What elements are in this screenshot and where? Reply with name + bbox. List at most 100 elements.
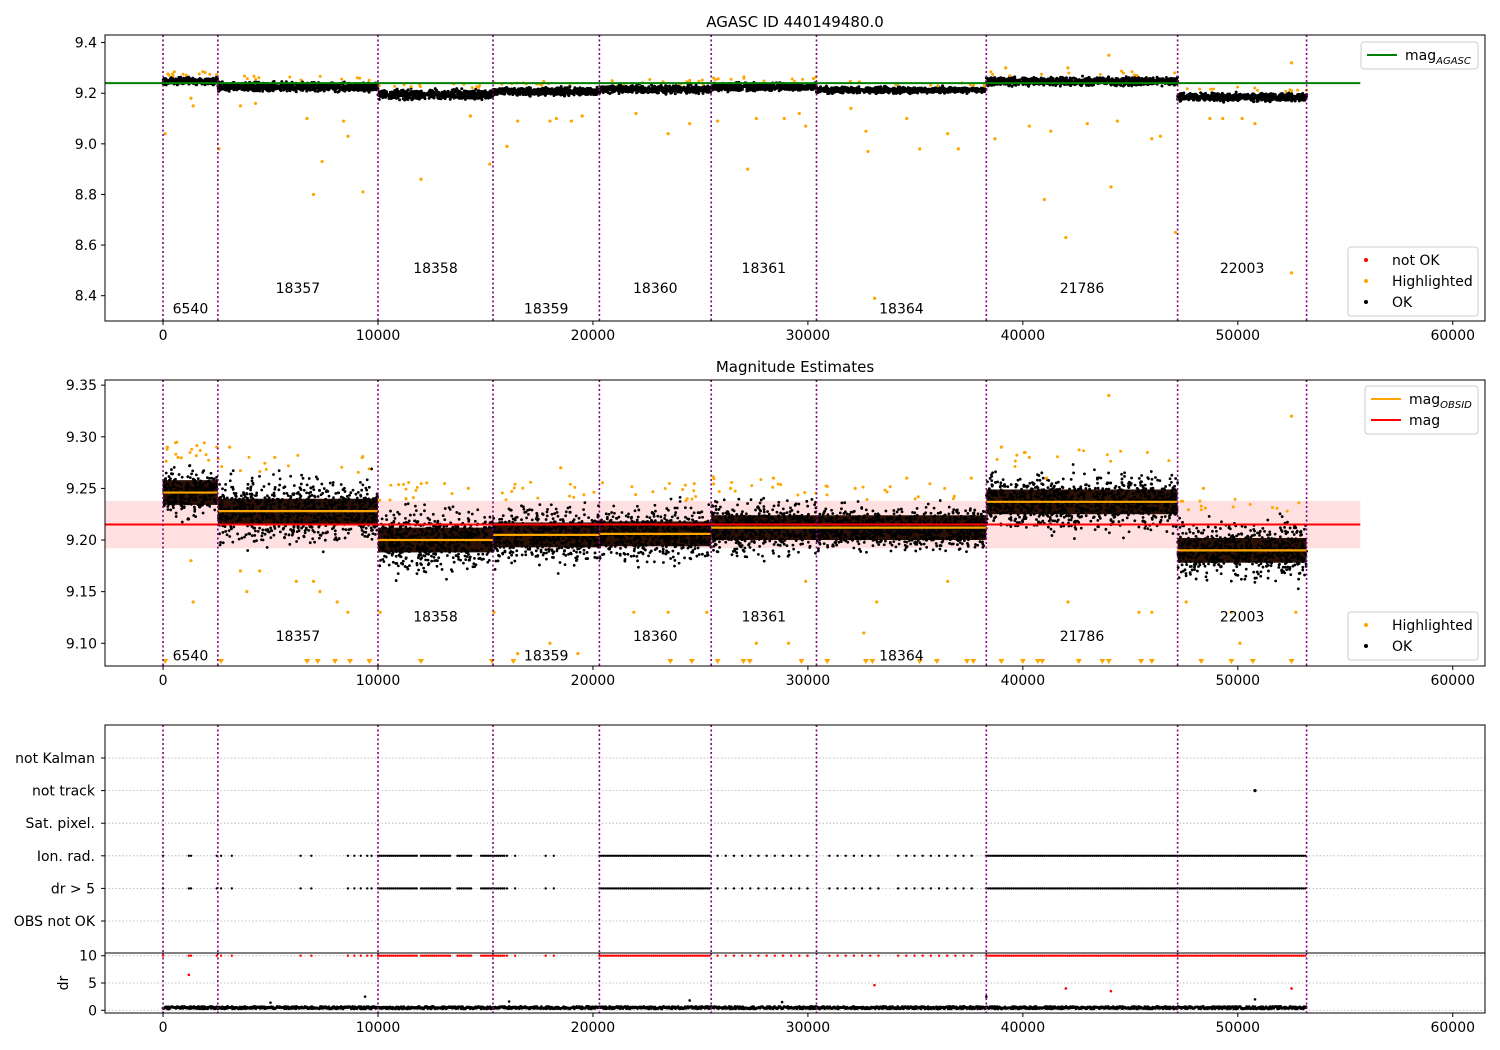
ok-point: [305, 89, 309, 93]
ok-point: [694, 91, 698, 95]
ok-point: [455, 87, 459, 91]
ok-point: [401, 97, 405, 101]
ok-point: [646, 87, 650, 91]
ok-point: [576, 89, 580, 93]
ok-point: [664, 84, 668, 88]
ok-point: [758, 85, 762, 89]
ok-point: [558, 88, 562, 92]
ok-point: [789, 83, 793, 87]
ok-point: [482, 91, 486, 95]
ok-point: [637, 89, 641, 93]
ok-point: [474, 91, 478, 95]
ok-point: [623, 89, 627, 93]
ok-point: [660, 86, 664, 90]
ok-point: [586, 91, 590, 95]
ok-point: [909, 88, 913, 92]
ok-point: [582, 87, 586, 91]
ok-point: [565, 89, 569, 93]
ok-point: [965, 92, 969, 96]
ok-point: [452, 87, 456, 91]
ok-point: [726, 90, 730, 94]
ok-point: [803, 84, 807, 88]
ok-point: [335, 85, 339, 89]
ok-point: [857, 85, 861, 89]
ok-point: [240, 88, 244, 92]
ok-point: [232, 87, 236, 91]
ok-point: [784, 85, 788, 89]
ok-point: [559, 85, 563, 89]
ok-point: [903, 89, 907, 93]
ok-point: [279, 89, 283, 93]
ok-point: [366, 86, 370, 90]
ok-point: [549, 87, 553, 91]
ok-point: [870, 87, 874, 91]
ok-point: [212, 77, 216, 81]
ok-point: [454, 95, 458, 99]
ok-point: [303, 85, 307, 89]
ok-point: [337, 89, 341, 93]
ok-point: [851, 88, 855, 92]
ok-point: [685, 89, 689, 93]
ok-point: [406, 96, 410, 100]
ok-point: [892, 88, 896, 92]
ok-point: [930, 90, 934, 94]
ok-point: [338, 85, 342, 89]
ok-point: [704, 88, 708, 92]
ok-point: [601, 85, 605, 89]
ok-point: [294, 87, 298, 91]
ok-point: [405, 91, 409, 95]
ok-point: [655, 85, 659, 89]
ok-point: [896, 88, 900, 92]
ok-point: [883, 84, 887, 88]
ok-point: [924, 89, 928, 93]
ok-point: [436, 96, 440, 100]
ok-point: [681, 87, 685, 91]
ok-point: [437, 90, 441, 94]
ok-point: [529, 91, 533, 95]
ok-point: [261, 89, 265, 93]
ok-point: [169, 78, 173, 82]
ok-point: [600, 87, 604, 91]
ok-point: [547, 87, 551, 91]
ok-point: [164, 83, 168, 87]
ok-point: [954, 89, 958, 93]
ok-point: [611, 86, 615, 90]
ok-point: [518, 89, 522, 93]
ok-point: [226, 88, 230, 92]
ok-point: [403, 94, 407, 98]
ok-point: [504, 89, 508, 93]
ok-point: [354, 87, 358, 91]
ok-point: [448, 97, 452, 101]
ok-point: [525, 87, 529, 91]
ok-point: [791, 86, 795, 90]
ok-point: [671, 87, 675, 91]
ok-point: [250, 84, 254, 88]
ok-point: [899, 89, 903, 93]
ok-point: [508, 91, 512, 95]
ok-point: [776, 85, 780, 89]
ok-point: [427, 92, 431, 96]
ok-point: [396, 94, 400, 98]
ok-point: [243, 84, 247, 88]
ok-point: [695, 86, 699, 90]
ok-point: [572, 90, 576, 94]
ok-point: [177, 79, 181, 83]
ok-point: [207, 77, 211, 81]
ok-point: [555, 88, 559, 92]
ok-point: [452, 93, 456, 97]
ok-point: [422, 91, 426, 95]
ok-point: [444, 94, 448, 98]
ok-point: [543, 93, 547, 97]
ok-point: [272, 83, 276, 87]
ok-point: [236, 87, 240, 91]
ok-point: [297, 85, 301, 89]
ok-point: [475, 96, 479, 100]
ok-point: [359, 83, 363, 87]
ok-point: [186, 77, 190, 81]
ok-point: [933, 89, 937, 93]
ok-point: [549, 92, 553, 96]
ok-point: [401, 92, 405, 96]
ok-point: [729, 88, 733, 92]
ok-point: [373, 88, 377, 92]
